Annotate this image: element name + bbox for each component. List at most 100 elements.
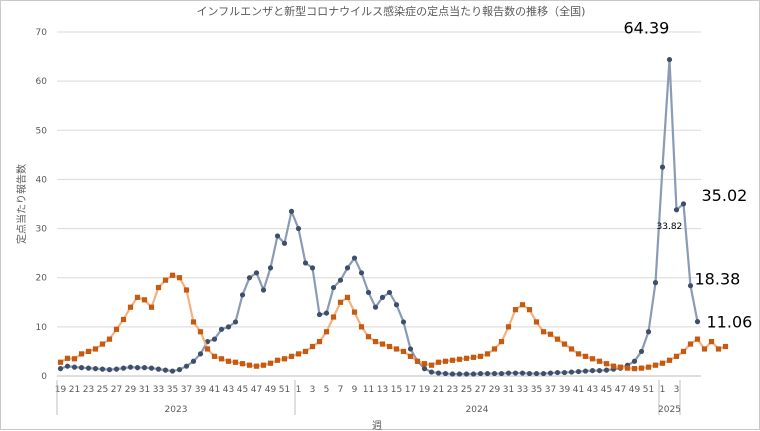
- data-point-influenza: [127, 364, 134, 370]
- data-point-covid: [435, 359, 442, 365]
- data-point-influenza: [197, 351, 204, 357]
- data-point-covid: [393, 346, 400, 352]
- x-tick-label: 47: [615, 385, 626, 395]
- data-point-influenza: [337, 277, 344, 283]
- data-point-covid: [589, 356, 596, 362]
- x-tick-label: 39: [195, 385, 207, 395]
- data-point-influenza: [519, 370, 526, 376]
- data-point-covid: [183, 287, 190, 293]
- y-tick-label: 30: [36, 225, 48, 235]
- data-point-covid: [582, 353, 589, 359]
- data-point-influenza: [113, 366, 120, 372]
- data-point-covid: [568, 346, 575, 352]
- data-point-influenza: [540, 370, 547, 377]
- y-tick-label: 10: [36, 323, 48, 333]
- data-point-covid: [358, 324, 365, 330]
- data-point-influenza: [106, 367, 113, 373]
- data-point-influenza: [218, 326, 225, 332]
- data-point-covid: [449, 357, 456, 363]
- data-point-influenza: [330, 284, 337, 291]
- data-point-influenza: [225, 324, 232, 330]
- data-point-influenza: [372, 304, 379, 310]
- data-point-influenza: [687, 283, 694, 289]
- data-point-covid: [218, 356, 225, 362]
- data-point-influenza: [645, 329, 652, 335]
- data-point-covid: [71, 356, 78, 362]
- data-point-influenza: [169, 368, 176, 374]
- data-point-covid: [442, 358, 449, 364]
- data-point-influenza: [463, 371, 470, 377]
- data-point-covid: [372, 339, 379, 345]
- data-point-covid: [141, 297, 148, 303]
- data-point-influenza: [183, 363, 190, 369]
- data-point-covid: [708, 339, 715, 345]
- data-point-influenza: [603, 367, 610, 373]
- year-label: 2023: [165, 405, 188, 415]
- data-label: 11.06: [707, 313, 753, 332]
- data-point-covid: [57, 359, 64, 365]
- data-point-covid: [687, 341, 694, 347]
- data-point-covid: [295, 351, 302, 357]
- x-tick-label: 5: [324, 385, 330, 395]
- data-point-covid: [99, 341, 106, 347]
- data-point-covid: [701, 346, 708, 352]
- data-point-influenza: [435, 370, 442, 376]
- data-point-covid: [694, 336, 701, 342]
- x-tick-label: 31: [139, 385, 150, 395]
- data-point-covid: [498, 339, 505, 345]
- data-point-covid: [302, 348, 309, 355]
- data-point-covid: [547, 331, 554, 337]
- data-point-covid: [561, 341, 568, 347]
- data-point-influenza: [491, 370, 498, 377]
- x-tick-label: 21: [69, 385, 80, 395]
- data-point-covid: [463, 355, 470, 361]
- data-point-covid: [281, 356, 288, 362]
- data-point-covid: [190, 319, 197, 325]
- x-tick-label: 51: [279, 385, 290, 395]
- data-point-influenza: [449, 371, 456, 377]
- data-point-influenza: [99, 366, 106, 372]
- data-point-influenza: [246, 275, 253, 281]
- x-tick-label: 41: [209, 385, 220, 395]
- data-point-influenza: [526, 370, 533, 377]
- data-point-influenza: [309, 265, 316, 271]
- data-point-covid: [106, 336, 113, 342]
- data-point-influenza: [267, 265, 274, 271]
- data-point-covid: [617, 364, 624, 370]
- data-point-influenza: [351, 255, 358, 261]
- data-point-covid: [288, 353, 295, 359]
- data-point-influenza: [162, 367, 169, 373]
- series-influenza: [57, 56, 701, 377]
- data-point-covid: [603, 361, 610, 367]
- data-point-covid: [148, 304, 155, 310]
- data-point-covid: [127, 304, 134, 310]
- data-point-influenza: [666, 56, 673, 63]
- x-tick-label: 23: [83, 385, 94, 395]
- x-tick-label: 43: [223, 385, 234, 395]
- x-tick-label: 23: [447, 385, 458, 395]
- data-point-covid: [554, 336, 561, 342]
- x-tick-label: 9: [352, 385, 358, 395]
- year-label: 2024: [466, 405, 489, 415]
- x-tick-label: 27: [475, 385, 486, 395]
- data-point-covid: [92, 346, 99, 352]
- data-point-covid: [274, 357, 281, 363]
- x-tick-label: 31: [503, 385, 514, 395]
- data-point-covid: [575, 351, 582, 357]
- series-layer: [57, 56, 729, 377]
- x-tick-label: 37: [545, 385, 556, 395]
- x-tick-label: 35: [531, 385, 542, 395]
- data-point-influenza: [211, 336, 218, 342]
- data-point-covid: [645, 364, 652, 370]
- data-point-covid: [323, 329, 330, 335]
- x-tick-label: 33: [517, 385, 528, 395]
- data-label: 35.02: [702, 186, 748, 205]
- data-point-covid: [624, 365, 631, 371]
- x-tick-label: 35: [167, 385, 178, 395]
- x-tick-label: 15: [391, 385, 402, 395]
- data-point-influenza: [190, 358, 197, 364]
- x-tick-label: 39: [559, 385, 571, 395]
- x-tick-label: 1: [660, 385, 666, 395]
- x-tick-label: 3: [310, 385, 316, 395]
- data-point-influenza: [421, 366, 428, 372]
